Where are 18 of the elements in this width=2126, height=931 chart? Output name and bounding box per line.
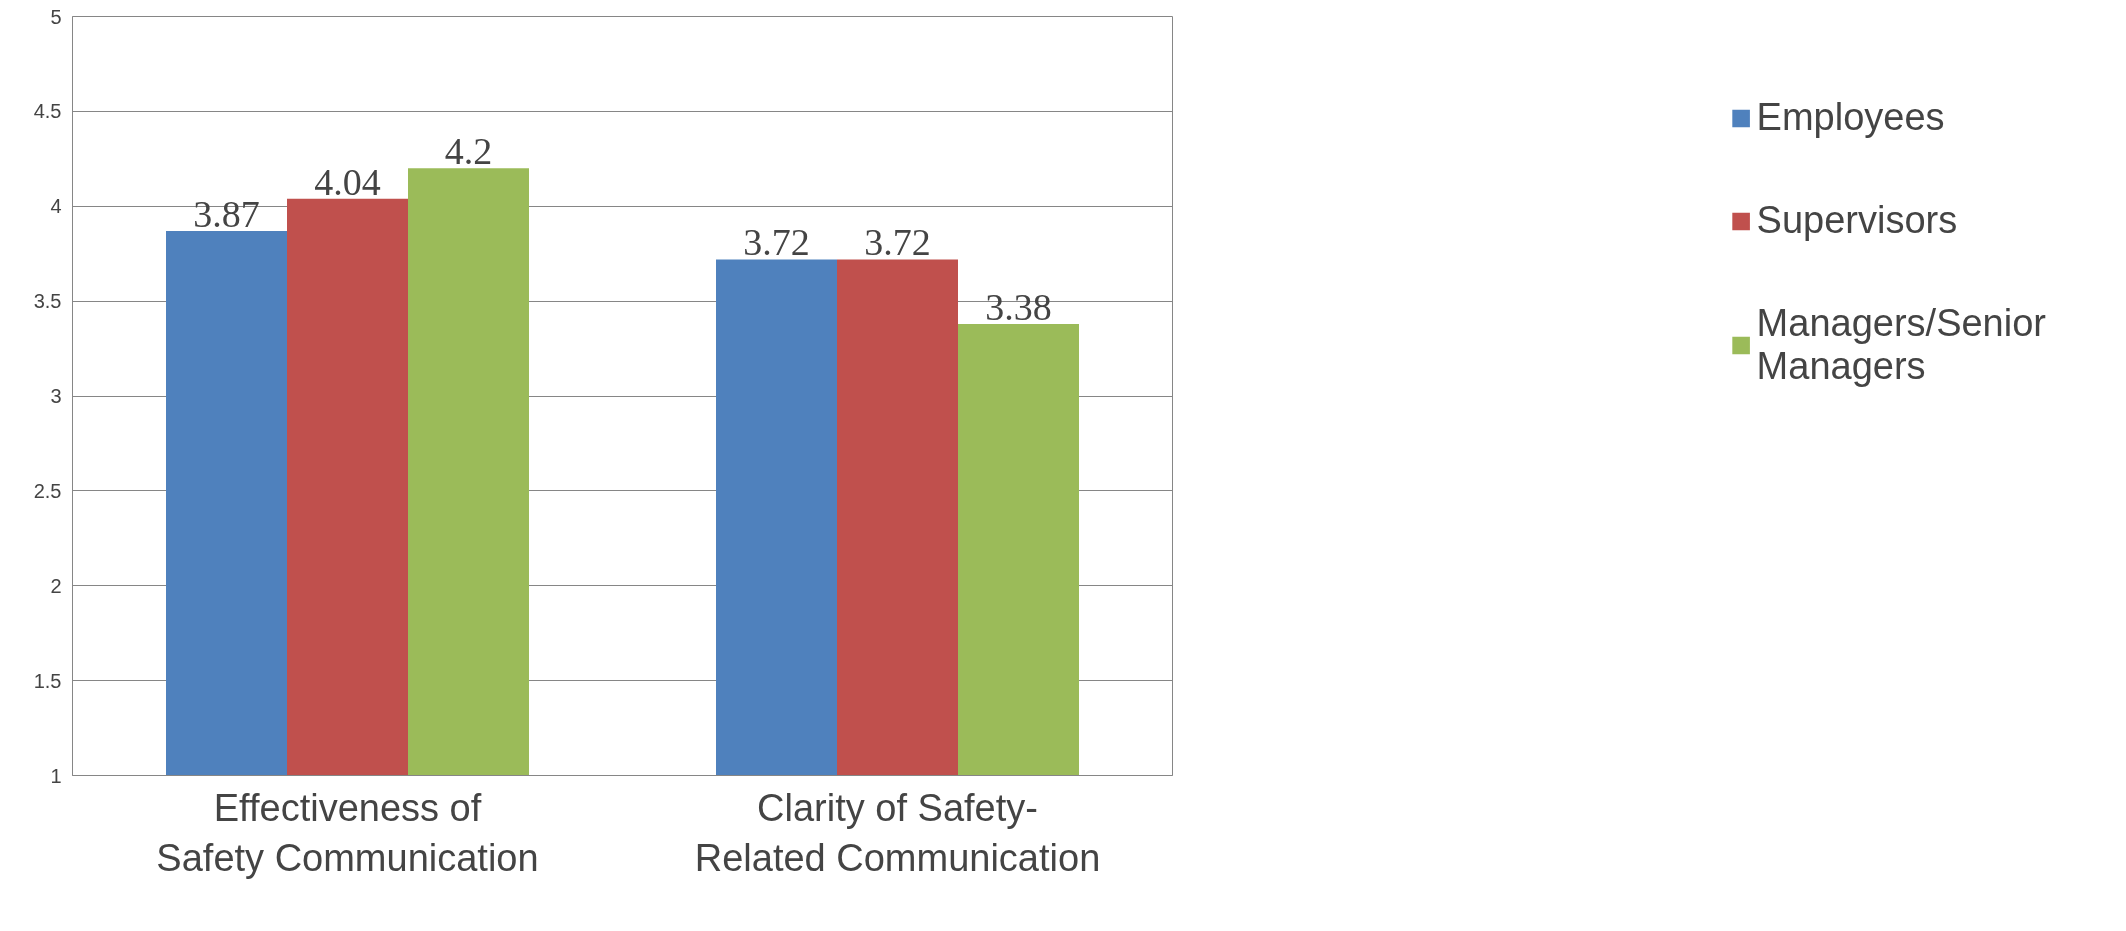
y-tick-label: 5 (50, 5, 62, 28)
y-tick-label: 4.5 (33, 100, 62, 123)
x-tick-label: Effectiveness of Safety Communication (156, 786, 539, 879)
data-label: 3.72 (743, 221, 810, 264)
y-tick-label: 2.5 (33, 479, 62, 502)
y-tick-label: 1 (50, 764, 62, 787)
legend-label: Employees (1756, 96, 1945, 139)
y-tick-label: 2 (50, 574, 62, 597)
legend-label: Managers/Senior Managers (1756, 302, 2046, 388)
data-label: 4.2 (444, 130, 493, 173)
data-label: 3.72 (864, 221, 931, 264)
y-tick-label: 1.5 (33, 669, 62, 692)
y-tick-label: 3.5 (33, 290, 62, 313)
x-tick-label: Clarity of Safety-Related Communication (694, 786, 1101, 879)
y-tick-label: 4 (50, 195, 62, 218)
legend-label: Supervisors (1756, 199, 1958, 242)
y-tick-label: 3 (50, 385, 62, 407)
data-label: 4.04 (314, 160, 381, 203)
